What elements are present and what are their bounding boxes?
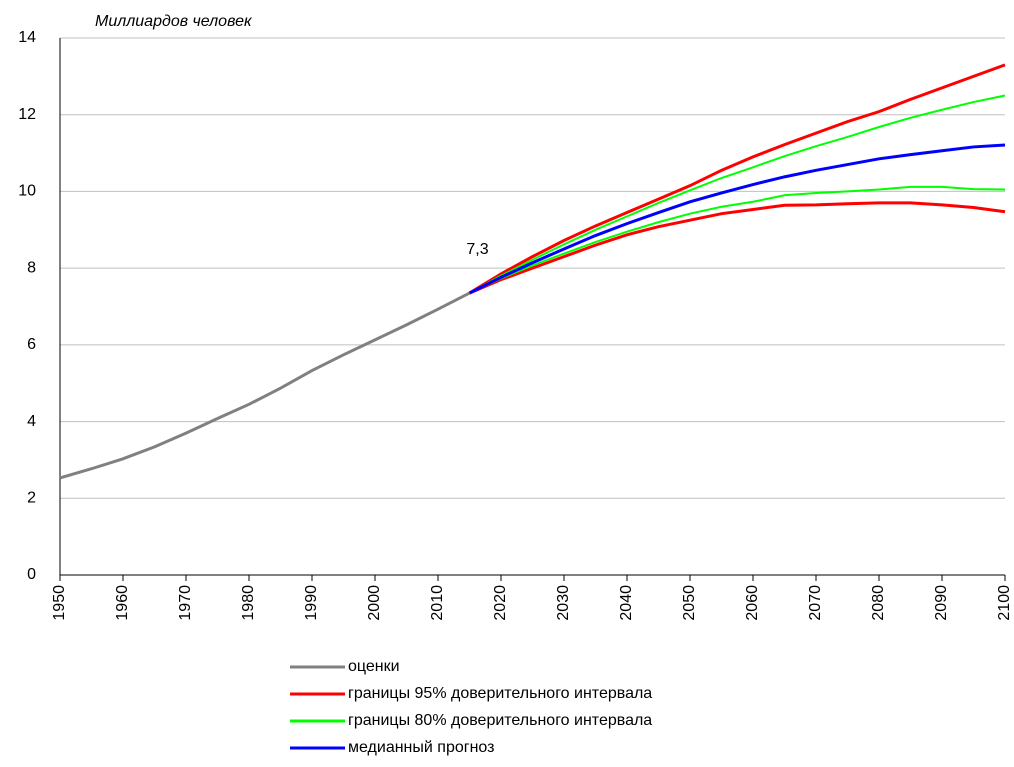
legend-label: границы 95% доверительного интервала — [348, 685, 652, 702]
y-tick-label: 4 — [27, 413, 36, 430]
x-tick-label: 2050 — [681, 585, 698, 621]
chart-title: Миллиардов человек — [95, 13, 253, 30]
series-line — [59, 291, 471, 480]
x-tick-label: 1980 — [240, 585, 257, 621]
y-tick-label: 8 — [27, 259, 36, 276]
x-tick-label: 2020 — [492, 585, 509, 621]
x-tick-label: 2100 — [996, 585, 1013, 621]
x-tick-label: 1960 — [114, 585, 131, 621]
legend-label: оценки — [348, 658, 400, 675]
y-tick-label: 6 — [27, 336, 36, 353]
series-line — [469, 94, 1006, 294]
x-tick-label: 1990 — [303, 585, 320, 621]
y-tick-label: 14 — [18, 29, 36, 46]
x-tick-label: 1950 — [51, 585, 68, 621]
x-tick-label: 2060 — [744, 585, 761, 621]
x-tick-label: 2040 — [618, 585, 635, 621]
y-tick-label: 2 — [27, 490, 36, 507]
x-tick-label: 2090 — [933, 585, 950, 621]
annotation: 7,3 — [466, 241, 488, 258]
x-tick-label: 1970 — [177, 585, 194, 621]
legend-label: медианный прогноз — [348, 739, 494, 756]
y-tick-label: 0 — [27, 566, 36, 583]
series-line — [468, 143, 1006, 295]
y-tick-label: 10 — [18, 183, 36, 200]
x-tick-label: 2010 — [429, 585, 446, 621]
series-line — [469, 185, 1006, 294]
x-tick-label: 2080 — [870, 585, 887, 621]
x-tick-label: 2030 — [555, 585, 572, 621]
series-line — [468, 201, 1006, 295]
series-line — [468, 63, 1006, 295]
legend-label: границы 80% доверительного интервала — [348, 712, 652, 729]
x-tick-label: 2000 — [366, 585, 383, 621]
x-tick-label: 2070 — [807, 585, 824, 621]
y-tick-label: 12 — [18, 106, 36, 123]
